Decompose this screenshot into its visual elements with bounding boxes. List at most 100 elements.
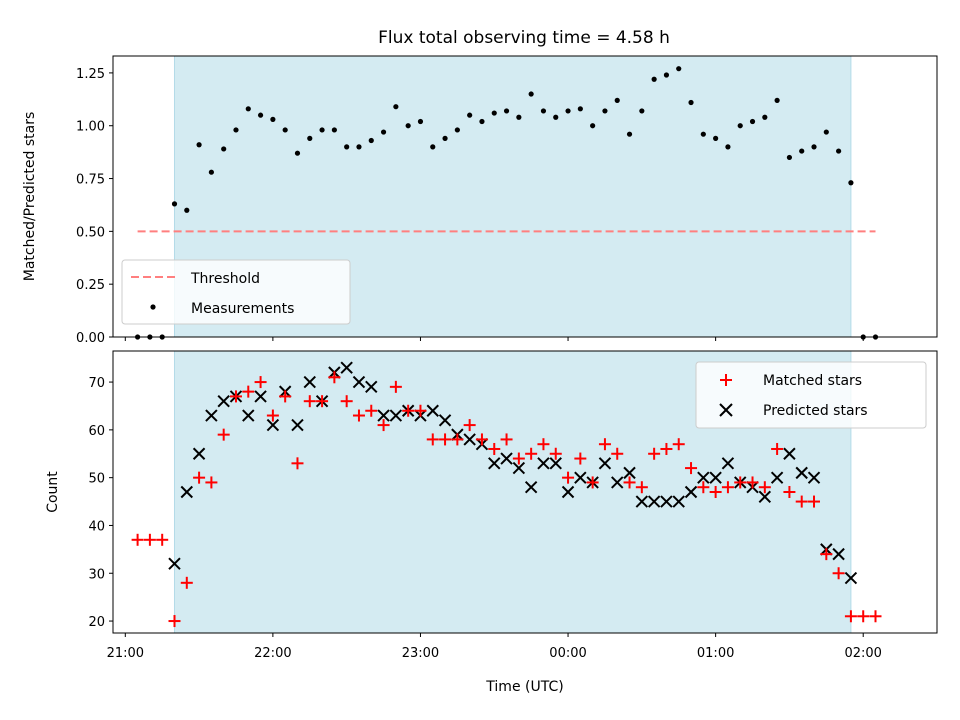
matched-star-point [771, 442, 784, 455]
predicted-marker-stroke [623, 466, 636, 480]
predicted-marker-stroke [242, 409, 255, 422]
measurement-point [836, 148, 842, 154]
matched-star-point [574, 452, 587, 465]
predicted-star-point [832, 547, 845, 561]
matched-star-point [820, 548, 833, 561]
matched-star-point [291, 457, 304, 470]
measurement-point [307, 135, 313, 141]
measurement-point [270, 116, 276, 122]
predicted-star-point [844, 571, 858, 585]
matched-star-point [131, 533, 144, 546]
measurement-point [393, 104, 399, 110]
matched-star-point [402, 404, 415, 417]
predicted-star-point [672, 495, 685, 508]
matched-star-point [303, 395, 316, 408]
predicted-star-point [217, 394, 230, 408]
bottom-y-tick-label: 30 [88, 567, 105, 582]
top-y-tick-label: 0.75 [76, 173, 105, 188]
measurement-point [639, 108, 645, 114]
measurement-point [331, 127, 337, 133]
matched-star-point [611, 447, 624, 460]
measurement-point [540, 108, 547, 114]
matched-star-point [734, 476, 747, 489]
predicted-star-point [795, 466, 808, 480]
predicted-star-point [389, 409, 403, 422]
measurement-point [491, 110, 497, 116]
predicted-marker-stroke [758, 490, 772, 503]
predicted-marker-stroke [807, 471, 821, 484]
predicted-marker-stroke [340, 361, 353, 374]
predicted-marker-stroke [266, 418, 280, 432]
predicted-star-point [611, 476, 624, 489]
matched-star-point [537, 438, 550, 451]
predicted-marker-stroke [832, 547, 845, 561]
ratio-panel: 0.00 0.25 0.50 0.75 1.00 1.25 Matched/Predict… [22, 55, 938, 346]
predicted-star-point [697, 471, 710, 484]
predicted-star-point [623, 466, 636, 480]
predicted-star-point [537, 457, 550, 470]
measurement-point [368, 137, 374, 144]
measurement-point [257, 112, 264, 118]
predicted-marker-stroke [205, 409, 218, 422]
predicted-star-point [340, 361, 353, 374]
matched-star-point [783, 486, 796, 498]
predicted-star-point [168, 557, 181, 570]
matched-star-point [562, 471, 575, 484]
measurement-point [503, 108, 510, 114]
matched-star-point [648, 447, 661, 460]
predicted-star-point [549, 457, 562, 470]
matched-star-point [180, 576, 193, 589]
measurement-point [479, 118, 485, 125]
matched-star-point [414, 404, 427, 417]
bottom-y-tick-label: 60 [88, 424, 105, 439]
measurement-point [823, 129, 829, 135]
matched-star-point [709, 486, 722, 498]
predicted-star-point [254, 390, 267, 403]
predicted-star-point [291, 418, 304, 432]
bottom-y-tick-label: 20 [88, 615, 105, 630]
measurement-point [737, 123, 743, 129]
matched-star-point [685, 462, 698, 475]
measurement-point [553, 114, 559, 120]
x-tick-label: 22:00 [254, 646, 291, 661]
legend-matched-label: Matched stars [763, 373, 862, 389]
x-axis-label: Time (UTC) [485, 679, 563, 695]
predicted-marker-stroke [770, 471, 784, 484]
predicted-star-point [205, 409, 218, 422]
predicted-star-point [709, 471, 722, 484]
matched-star-point [623, 476, 636, 489]
matched-star-point [205, 476, 218, 489]
measurement-point [184, 207, 190, 213]
predicted-marker-stroke [574, 471, 587, 484]
measurement-point [614, 97, 620, 103]
measurement-point [528, 91, 534, 97]
predicted-marker-stroke [795, 466, 808, 480]
predicted-marker-stroke [217, 394, 230, 408]
x-tick-label: 01:00 [697, 646, 734, 661]
predicted-marker-stroke [389, 409, 403, 422]
predicted-marker-stroke [303, 375, 316, 389]
matched-star-point [340, 395, 353, 408]
predicted-star-point [426, 404, 439, 417]
predicted-star-point [365, 380, 378, 394]
top-panel-ticks: 0.00 0.25 0.50 0.75 1.00 1.25 [76, 67, 864, 346]
bottom-panel-frame [112, 350, 938, 634]
measurement-point [626, 131, 633, 137]
bottom-y-tick-label: 40 [88, 519, 105, 534]
predicted-star-point [512, 461, 526, 475]
predicted-star-point [660, 495, 673, 508]
matched-star-point [365, 404, 378, 417]
measurement-point [221, 146, 227, 152]
matched-star-point [217, 428, 230, 441]
measurement-point [196, 142, 202, 148]
matched-star-point [266, 409, 279, 422]
legend-measurements-label: Measurements [191, 301, 294, 317]
top-y-axis-label: Matched/Predicted stars [22, 112, 38, 282]
legend-predicted-swatch [719, 403, 733, 417]
matched-star-point [549, 447, 562, 460]
top-legend: Threshold Measurements [121, 259, 351, 325]
predicted-marker-stroke [192, 447, 206, 460]
measurement-point [356, 144, 362, 150]
predicted-star-point [770, 471, 784, 484]
